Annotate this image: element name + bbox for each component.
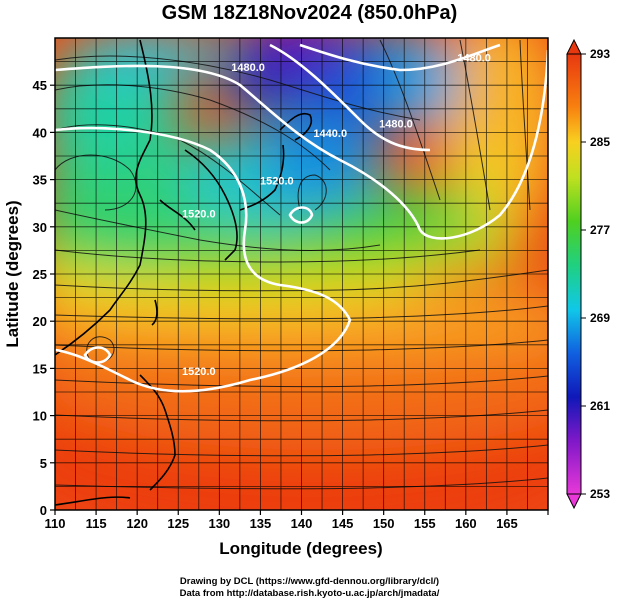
x-tick-label: 165 xyxy=(496,516,518,531)
x-tick-label: 110 xyxy=(45,516,66,531)
y-tick-label: 15 xyxy=(33,361,47,376)
y-tick-label: 5 xyxy=(40,456,47,471)
y-axis-title: Latitude (degrees) xyxy=(3,200,22,347)
contour-label: 1520.0 xyxy=(260,175,294,187)
colorbar-top-arrow xyxy=(566,38,582,55)
contour-label: 1440.0 xyxy=(313,128,347,140)
colorbar-tick-label: 261 xyxy=(590,399,610,413)
y-tick-label: 20 xyxy=(33,314,47,329)
y-tick-label: 30 xyxy=(33,220,47,235)
y-axis: 0 5 10 15 20 25 30 35 40 45 xyxy=(33,78,55,518)
credit-line-drawing: Drawing by DCL (https://www.gfd-dennou.o… xyxy=(179,576,440,587)
x-axis-title: Longitude (degrees) xyxy=(219,539,382,558)
y-tick-label: 35 xyxy=(33,173,47,188)
y-tick-label: 45 xyxy=(33,78,47,93)
x-tick-label: 140 xyxy=(291,516,313,531)
y-tick-label: 10 xyxy=(33,409,47,424)
contour-labels: 1480.0 1480.0 1480.0 1440.0 1520.0 1520.0 1520… xyxy=(182,53,491,378)
contour-label: 1480.0 xyxy=(379,119,413,131)
x-tick-label: 155 xyxy=(414,516,436,531)
x-tick-label: 125 xyxy=(167,516,189,531)
coastlines xyxy=(55,39,313,506)
colorbar-tick-label: 293 xyxy=(590,47,610,61)
credits: Drawing by DCL (https://www.gfd-dennou.o… xyxy=(0,576,619,600)
x-axis: 110 115 120 125 130 135 140 145 150 155 160 165 xyxy=(45,510,549,531)
wind-streamlines xyxy=(55,39,548,490)
y-tick-label: 0 xyxy=(40,503,47,518)
colorbar-bottom-arrow xyxy=(566,493,582,510)
x-tick-label: 115 xyxy=(86,516,107,531)
height-contours xyxy=(55,43,548,393)
contour-label: 1480.0 xyxy=(231,62,265,74)
x-tick-label: 135 xyxy=(250,516,272,531)
y-tick-label: 40 xyxy=(33,125,47,140)
y-tick-label: 25 xyxy=(33,267,47,282)
chart-title: GSM 18Z18Nov2024 (850.0hPa) xyxy=(161,2,458,24)
colorbar-tick-label: 277 xyxy=(590,223,610,237)
x-tick-label: 145 xyxy=(332,516,354,531)
contour-label: 1520.0 xyxy=(182,366,216,378)
contour-label: 1480.0 xyxy=(457,53,491,65)
lat-lon-grid xyxy=(55,38,548,510)
colorbar-tick-label: 285 xyxy=(590,135,610,149)
credit-line-data: Data from http://database.rish.kyoto-u.a… xyxy=(179,588,440,599)
x-tick-label: 120 xyxy=(126,516,148,531)
x-tick-label: 150 xyxy=(373,516,395,531)
colorbar-gradient xyxy=(566,53,582,495)
contour-label: 1520.0 xyxy=(182,208,216,220)
colorbar-tick-label: 269 xyxy=(590,311,610,325)
x-tick-label: 160 xyxy=(455,516,477,531)
colorbar-tick-label: 253 xyxy=(590,487,610,501)
colorbar-ticks: 293 285 277 269 261 253 xyxy=(581,47,610,501)
x-tick-label: 130 xyxy=(208,516,230,531)
colorbar: 293 285 277 269 261 253 xyxy=(566,38,610,510)
